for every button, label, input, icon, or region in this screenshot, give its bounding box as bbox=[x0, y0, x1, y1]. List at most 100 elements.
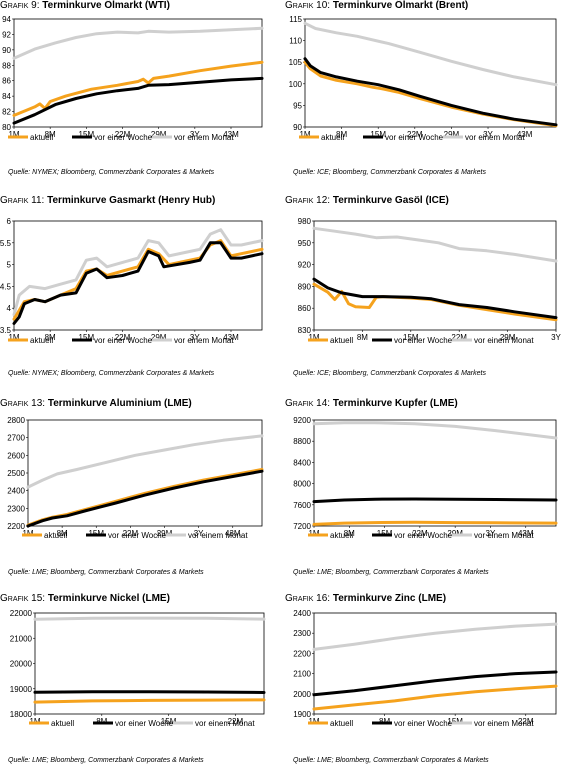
y-tick-label: 20000 bbox=[10, 660, 33, 669]
x-tick-label: 3Y bbox=[190, 333, 200, 342]
y-tick-label: 2600 bbox=[7, 451, 25, 460]
line-chart: 18000190002000021000220001M8M15M22Maktue… bbox=[10, 609, 266, 728]
x-tick-label: 8M bbox=[45, 130, 56, 139]
series-line-monat bbox=[33, 616, 266, 621]
legend-label: aktuell bbox=[330, 531, 353, 540]
plot-frame bbox=[304, 18, 557, 128]
legend-label: vor einer Woche bbox=[385, 133, 444, 142]
legend-label: vor einem Monat bbox=[474, 531, 534, 540]
x-tick-label: 1M bbox=[8, 130, 19, 139]
series-line-monat bbox=[303, 21, 558, 87]
chart-title-text: Terminkurve Ölmarkt (Brent) bbox=[332, 0, 469, 11]
x-tick-label: 15M bbox=[79, 333, 95, 342]
y-tick-label: 2700 bbox=[7, 434, 25, 443]
legend-label: aktuell bbox=[51, 719, 74, 728]
y-tick-label: 4 bbox=[7, 304, 12, 313]
series-line-monat bbox=[12, 26, 264, 60]
x-tick-label: 43M bbox=[223, 130, 239, 139]
chart-number: Grafik 11: bbox=[0, 195, 45, 206]
y-tick-label: 18000 bbox=[10, 710, 33, 719]
chart-title-text: Terminkurve Kupfer (LME) bbox=[332, 398, 458, 409]
y-tick-label: 94 bbox=[2, 15, 11, 24]
chart-source: Quelle: ICE; Bloomberg, Commerzbank Corp… bbox=[293, 169, 486, 176]
series-line-aktuell bbox=[312, 520, 558, 526]
y-tick-label: 100 bbox=[289, 80, 303, 89]
series-line-monat bbox=[312, 622, 558, 651]
chart-title: Grafik 15: Terminkurve Nickel (LME) bbox=[0, 593, 170, 604]
legend-label: aktuell bbox=[44, 531, 67, 540]
x-tick-label: 43M bbox=[518, 529, 534, 538]
y-tick-label: 7200 bbox=[293, 522, 311, 531]
series-line-aktuell bbox=[33, 698, 266, 704]
y-tick-label: 115 bbox=[289, 15, 302, 24]
y-tick-label: 950 bbox=[298, 239, 312, 248]
y-tick-label: 7600 bbox=[293, 501, 311, 510]
chart-panel-9: Grafik 9: Terminkurve Ölmarkt (WTI) 80 82 8… bbox=[0, 0, 276, 190]
y-tick-label: 22000 bbox=[10, 609, 33, 618]
chart-source: Quelle: LME; Bloomberg, Commerzbank Corp… bbox=[293, 757, 489, 764]
chart-source: Quelle: ICE; Bloomberg, Commerzbank Corp… bbox=[293, 370, 486, 377]
line-chart: 80 82 84 86 88 90 92 94 1M 8M 15M 22M 29M 3Y 43M aktuel… bbox=[2, 15, 264, 142]
legend-label: vor einer Woche bbox=[108, 531, 167, 540]
chart-panel-15: Grafik 15: Terminkurve Nickel (LME) 18000… bbox=[0, 593, 276, 783]
y-tick-label: 84 bbox=[2, 92, 11, 101]
chart-title-text: Terminkurve Gasöl (ICE) bbox=[332, 195, 449, 206]
y-tick-label: 8400 bbox=[293, 458, 311, 467]
legend-label: vor einer Woche bbox=[394, 336, 453, 345]
series-line-monat bbox=[12, 228, 264, 317]
legend-label: aktuell bbox=[330, 719, 353, 728]
plot-frame bbox=[313, 220, 557, 331]
chart-panel-11: Grafik 11: Terminkurve Gasmarkt (Henry H… bbox=[0, 195, 276, 385]
x-tick-label: 3Y bbox=[483, 130, 493, 139]
legend-label: vor einem Monat bbox=[195, 719, 255, 728]
chart-number: Grafik 14: bbox=[285, 398, 331, 409]
series-line-woche bbox=[12, 76, 264, 125]
chart-title-text: Terminkurve Ölmarkt (WTI) bbox=[42, 0, 170, 11]
y-tick-label: 9200 bbox=[293, 416, 311, 425]
y-tick-label: 8800 bbox=[293, 437, 311, 446]
y-tick-label: 830 bbox=[298, 326, 312, 335]
legend-label: vor einem Monat bbox=[174, 133, 234, 142]
x-tick-label: 22M bbox=[518, 717, 534, 726]
series-line-aktuell bbox=[12, 239, 264, 321]
x-tick-label: 22M bbox=[451, 333, 467, 342]
y-tick-label: 95 bbox=[293, 101, 302, 110]
x-tick-label: 43M bbox=[223, 333, 239, 342]
chart-title-text: Terminkurve Nickel (LME) bbox=[47, 593, 170, 604]
chart-title-text: Terminkurve Zinc (LME) bbox=[332, 593, 447, 604]
series-line-woche bbox=[312, 670, 558, 697]
x-tick-label: 29M bbox=[157, 529, 173, 538]
line-chart: 830 860 890 920 950 980 1M 8M 15M 22M 29M 3Y aktuell… bbox=[298, 217, 561, 345]
legend-label: vor einer Woche bbox=[394, 531, 453, 540]
x-tick-label: 43M bbox=[517, 130, 533, 139]
x-tick-label: 29M bbox=[151, 333, 167, 342]
x-tick-label: 8M bbox=[45, 333, 56, 342]
x-tick-label: 3Y bbox=[551, 333, 561, 342]
y-tick-label: 2300 bbox=[7, 504, 25, 513]
series-line-woche bbox=[312, 497, 558, 504]
series-line-aktuell bbox=[12, 60, 264, 117]
series-line-woche bbox=[312, 277, 558, 320]
y-tick-label: 920 bbox=[298, 261, 312, 270]
legend-label: vor einer Woche bbox=[94, 133, 153, 142]
legend-label: aktuell bbox=[30, 336, 53, 345]
y-tick-label: 2000 bbox=[293, 690, 311, 699]
series-line-monat bbox=[312, 421, 558, 440]
series-line-aktuell bbox=[303, 60, 558, 128]
y-tick-label: 2400 bbox=[7, 487, 25, 496]
chart-source: Quelle: LME; Bloomberg, Commerzbank Corp… bbox=[8, 569, 204, 576]
chart-title: Grafik 16: Terminkurve Zinc (LME) bbox=[285, 593, 446, 604]
line-chart: 22002300240025002600270028001M8M15M22M29… bbox=[7, 416, 264, 540]
x-tick-label: 1M bbox=[308, 333, 319, 342]
y-tick-label: 110 bbox=[289, 37, 302, 46]
legend-label: vor einer Woche bbox=[115, 719, 174, 728]
y-tick-label: 21000 bbox=[10, 634, 33, 643]
y-tick-label: 1900 bbox=[293, 710, 311, 719]
line-chart: 90 95 100 105 110 115 1M 8M 15M 22M 29M 3Y 43M aktuel… bbox=[289, 15, 558, 142]
chart-panel-12: Grafik 12: Terminkurve Gasöl (ICE) 830 860… bbox=[285, 195, 561, 385]
y-tick-label: 86 bbox=[2, 77, 11, 86]
x-tick-label: 3Y bbox=[194, 529, 204, 538]
y-tick-label: 80 bbox=[2, 123, 11, 132]
chart-source: Quelle: NYMEX; Bloomberg, Commerzbank Co… bbox=[8, 169, 215, 176]
chart-number: Grafik 15: bbox=[0, 593, 46, 604]
